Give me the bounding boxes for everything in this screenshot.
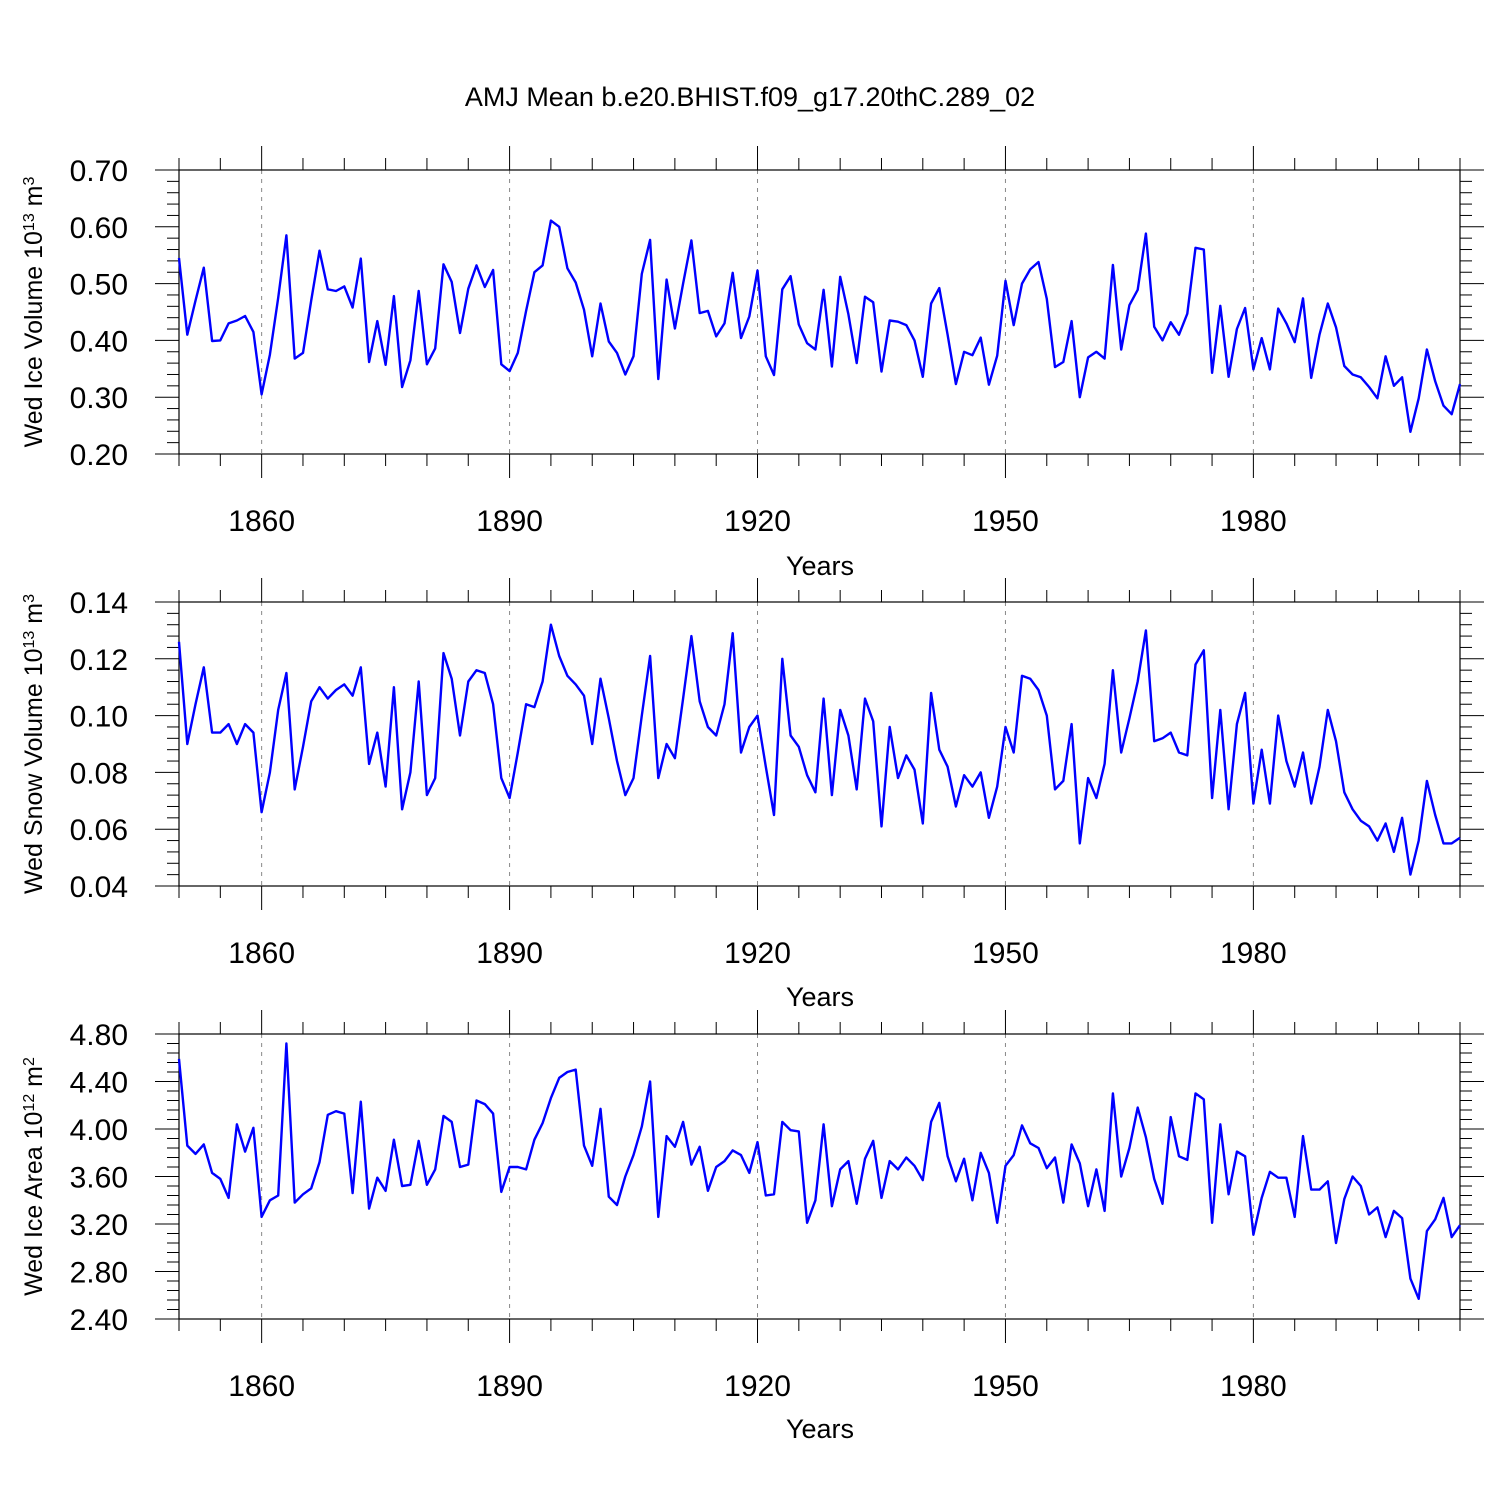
x-tick-label: 1860 bbox=[228, 1370, 295, 1403]
x-tick-label: 1920 bbox=[724, 937, 791, 970]
y-tick-label: 2.40 bbox=[70, 1304, 128, 1337]
y-axis-label: Wed Snow Volume 1013 m3 bbox=[20, 594, 48, 894]
y-tick-label: 0.06 bbox=[70, 814, 128, 847]
panel-2: 0.04 0.06 0.08 0.10 0.12 0.14 1860 1890 1920 1950… bbox=[20, 578, 1484, 1012]
y-axis-label-ylabel-exp: 13 bbox=[21, 631, 38, 649]
x-axis-label: Years bbox=[786, 982, 854, 1012]
chart-title: AMJ Mean b.e20.BHIST.f09_g17.20thC.289_0… bbox=[465, 82, 1035, 112]
y-tick-label: 0.40 bbox=[70, 325, 128, 358]
y-axis-label-ylabel: Wed Ice Volume 10 bbox=[20, 231, 48, 447]
plot-frame bbox=[178, 169, 1461, 455]
y-axis-label-ylabel-unit-exp: 3 bbox=[21, 176, 38, 185]
x-tick-label: 1920 bbox=[724, 505, 791, 538]
y-tick-label: 0.30 bbox=[70, 382, 128, 415]
x-tick-label: 1920 bbox=[724, 1370, 791, 1403]
x-tick-label: 1860 bbox=[228, 505, 295, 538]
x-tick-label: 1890 bbox=[476, 937, 543, 970]
panel-3: 2.40 2.80 3.20 3.60 4.00 4.40 4.80 1860 1890 1920… bbox=[20, 1010, 1484, 1444]
x-tick-label: 1950 bbox=[972, 505, 1039, 538]
x-axis-label: Years bbox=[786, 551, 854, 581]
y-tick-label: 4.00 bbox=[70, 1114, 128, 1147]
x-tick-label: 1980 bbox=[1220, 505, 1287, 538]
y-axis-label-ylabel-exp: 13 bbox=[21, 213, 38, 231]
x-axis-label: Years bbox=[786, 1414, 854, 1444]
y-tick-label: 0.70 bbox=[70, 155, 128, 188]
series-line bbox=[177, 623, 1461, 876]
y-tick-label: 0.60 bbox=[70, 212, 128, 245]
panel-1: 0.20 0.30 0.40 0.50 0.60 0.70 1860 1890 1920 1950… bbox=[20, 146, 1484, 581]
plot-frame bbox=[178, 601, 1461, 887]
y-axis-label-ylabel-unit-exp: 3 bbox=[21, 594, 38, 603]
x-tick-label: 1890 bbox=[476, 1370, 543, 1403]
x-tick-label: 1860 bbox=[228, 937, 295, 970]
y-tick-label: 3.20 bbox=[70, 1209, 128, 1242]
y-axis-label-ylabel-unit: m bbox=[20, 185, 48, 213]
y-tick-label: 0.14 bbox=[70, 587, 128, 620]
y-axis-label: Wed Ice Area 1012 m2 bbox=[20, 1057, 48, 1296]
x-tick-label: 1950 bbox=[972, 1370, 1039, 1403]
y-axis-label-ylabel: Wed Ice Area 10 bbox=[20, 1112, 48, 1296]
y-tick-label: 3.60 bbox=[70, 1162, 128, 1195]
y-tick-label: 0.20 bbox=[70, 439, 128, 472]
y-axis-label-ylabel-unit: m bbox=[20, 603, 48, 631]
x-tick-label: 1950 bbox=[972, 937, 1039, 970]
series-line bbox=[177, 1042, 1461, 1301]
y-axis-label-ylabel-exp: 12 bbox=[21, 1094, 38, 1112]
x-tick-label: 1980 bbox=[1220, 937, 1287, 970]
y-axis-label-ylabel: Wed Snow Volume 10 bbox=[20, 648, 48, 894]
y-tick-label: 0.10 bbox=[70, 701, 128, 734]
y-tick-label: 0.12 bbox=[70, 644, 128, 677]
series-line bbox=[177, 219, 1462, 433]
x-tick-label: 1980 bbox=[1220, 1370, 1287, 1403]
y-tick-label: 0.08 bbox=[70, 757, 128, 790]
y-axis-label-ylabel-unit: m bbox=[20, 1066, 48, 1094]
x-tick-label: 1890 bbox=[476, 505, 543, 538]
y-tick-label: 4.80 bbox=[70, 1019, 128, 1052]
y-axis-label: Wed Ice Volume 1013 m3 bbox=[20, 176, 48, 447]
y-tick-label: 0.04 bbox=[70, 871, 128, 904]
y-tick-label: 2.80 bbox=[70, 1257, 128, 1290]
y-axis-label-ylabel-unit-exp: 2 bbox=[21, 1057, 38, 1066]
y-tick-label: 0.50 bbox=[70, 269, 128, 302]
y-tick-label: 4.40 bbox=[70, 1067, 128, 1100]
